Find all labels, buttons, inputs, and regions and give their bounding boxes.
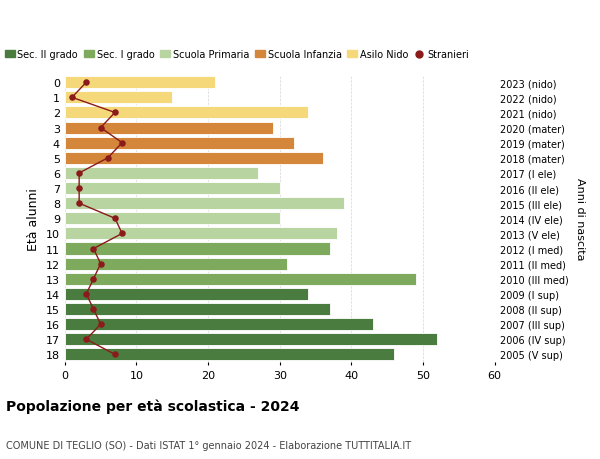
Point xyxy=(110,351,120,358)
Bar xyxy=(65,273,416,285)
Point xyxy=(118,230,127,238)
Text: COMUNE DI TEGLIO (SO) - Dati ISTAT 1° gennaio 2024 - Elaborazione TUTTITALIA.IT: COMUNE DI TEGLIO (SO) - Dati ISTAT 1° ge… xyxy=(6,440,411,450)
Y-axis label: Anni di nascita: Anni di nascita xyxy=(575,178,585,260)
Point xyxy=(82,79,91,87)
Y-axis label: Età alunni: Età alunni xyxy=(27,187,40,250)
Point xyxy=(82,336,91,343)
Point xyxy=(110,215,120,223)
Bar xyxy=(65,288,308,300)
Bar xyxy=(65,137,294,150)
Bar xyxy=(65,92,172,104)
Point xyxy=(67,95,77,102)
Point xyxy=(96,260,106,268)
Bar xyxy=(65,243,330,255)
Bar xyxy=(65,334,437,346)
Bar xyxy=(65,348,394,361)
Point xyxy=(74,170,84,177)
Point xyxy=(110,110,120,117)
Point xyxy=(96,321,106,328)
Legend: Sec. II grado, Sec. I grado, Scuola Primaria, Scuola Infanzia, Asilo Nido, Stran: Sec. II grado, Sec. I grado, Scuola Prim… xyxy=(1,46,473,64)
Bar xyxy=(65,213,280,225)
Bar xyxy=(65,198,344,210)
Bar xyxy=(65,183,280,195)
Point xyxy=(118,140,127,147)
Bar xyxy=(65,152,323,164)
Point xyxy=(74,185,84,192)
Bar xyxy=(65,258,287,270)
Point xyxy=(89,245,98,252)
Point xyxy=(96,124,106,132)
Point xyxy=(82,291,91,298)
Point xyxy=(103,155,113,162)
Bar xyxy=(65,319,373,330)
Point xyxy=(89,306,98,313)
Bar xyxy=(65,228,337,240)
Bar xyxy=(65,168,258,179)
Point xyxy=(74,200,84,207)
Bar xyxy=(65,107,308,119)
Bar xyxy=(65,122,272,134)
Point xyxy=(89,275,98,283)
Bar xyxy=(65,77,215,89)
Bar xyxy=(65,303,330,315)
Text: Popolazione per età scolastica - 2024: Popolazione per età scolastica - 2024 xyxy=(6,398,299,413)
